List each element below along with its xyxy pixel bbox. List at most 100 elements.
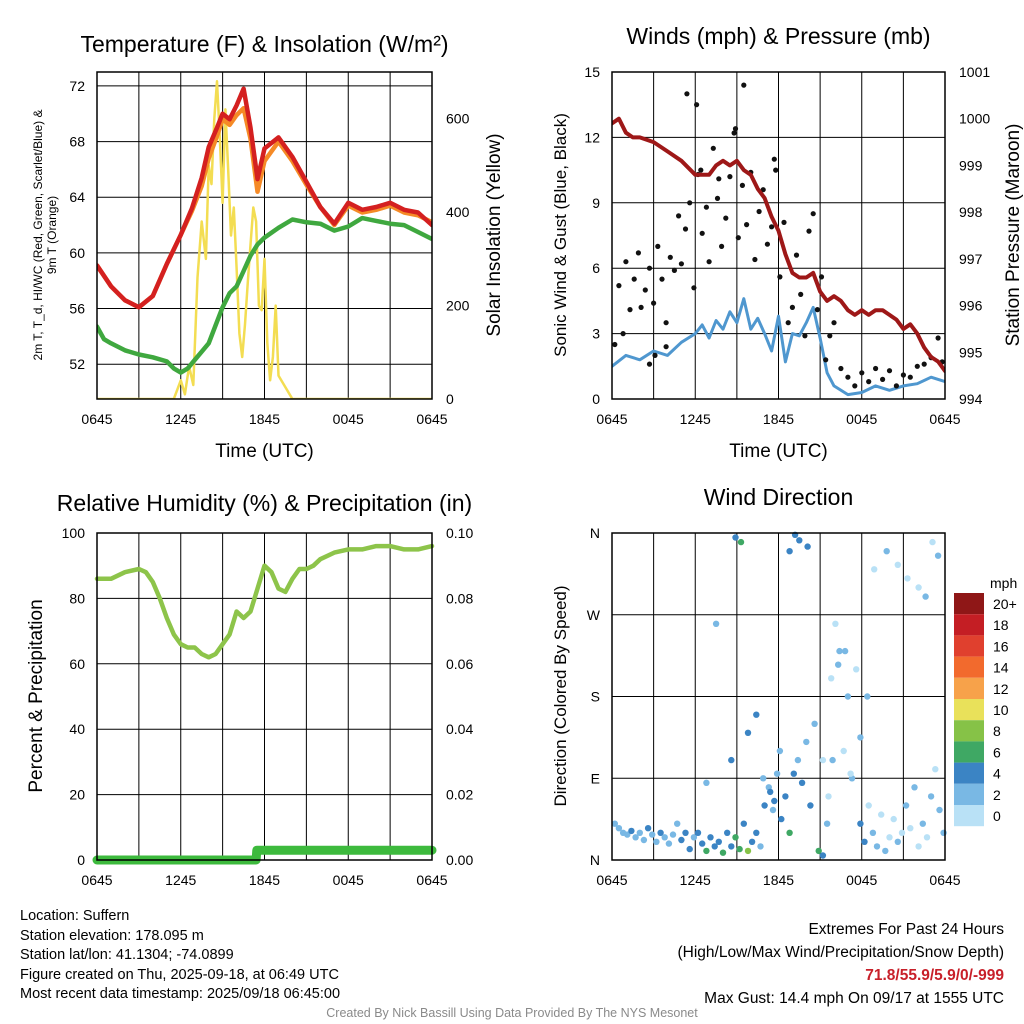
gust-point — [798, 291, 804, 297]
y-tick-label: E — [591, 770, 600, 786]
x-tick-label: 1845 — [763, 872, 794, 888]
wind-direction-point — [778, 815, 785, 823]
gust-point — [731, 130, 737, 136]
legend-label: 18 — [993, 617, 1009, 633]
wind-direction-point — [769, 806, 777, 814]
wind-direction-point — [690, 834, 698, 841]
pressure-line — [612, 116, 945, 373]
wind-direction-point — [615, 825, 623, 832]
gust-point — [631, 276, 637, 282]
wind-direction-point — [786, 829, 793, 836]
y-tick-label: 80 — [69, 590, 85, 606]
gust-point — [655, 243, 661, 249]
wind-direction-point — [869, 829, 877, 836]
gust-point — [703, 204, 710, 210]
gust-point — [635, 250, 642, 256]
x-tick-label: 0645 — [929, 872, 960, 888]
wind-direction-point — [857, 734, 864, 741]
recent-text: Most recent data timestamp: 2025/09/18 0… — [20, 986, 341, 1002]
wind-direction-point — [773, 770, 781, 777]
gust-point — [667, 254, 673, 260]
series-group — [97, 80, 432, 399]
y-tick-label-right: 600 — [446, 111, 470, 127]
extremes-subtitle: (High/Low/Max Wind/Precipitation/Snow De… — [677, 944, 1005, 961]
gust-point — [886, 368, 893, 374]
wind-direction-point — [819, 756, 827, 764]
gust-point — [699, 230, 705, 236]
wind-direction-point — [883, 548, 890, 555]
gust-point — [616, 283, 622, 289]
gust-point — [806, 228, 812, 234]
chart-title: Relative Humidity (%) & Precipitation (i… — [57, 490, 472, 516]
x-tick-label: 1245 — [165, 411, 196, 427]
wind-direction-point — [674, 820, 681, 827]
legend-label: 14 — [993, 660, 1009, 676]
gust-point — [671, 267, 678, 273]
wind-direction-point — [927, 793, 935, 800]
legend-swatch — [954, 699, 984, 721]
y-axis-label-left: Direction (Colored By Speed) — [551, 585, 570, 806]
wind-direction-point — [932, 766, 939, 773]
wind-direction-point — [661, 834, 668, 841]
wind-direction-point — [823, 820, 831, 827]
y-tick-label: 56 — [69, 301, 85, 317]
wind-direction-point — [699, 840, 706, 847]
wind-speed-line — [612, 297, 945, 397]
y-tick-label-right: 1001 — [959, 64, 990, 80]
wind-direction-point — [853, 666, 860, 673]
y-tick-label: 6 — [592, 260, 600, 276]
y-tick-label: 52 — [69, 356, 85, 372]
wind-direction-point — [753, 711, 760, 718]
latlon-text: Station lat/lon: 41.1304; -74.0899 — [20, 947, 234, 963]
wind-direction-point — [715, 838, 722, 845]
legend-label: 6 — [993, 744, 1001, 760]
extremes-info: Extremes For Past 24 Hours (High/Low/Max… — [678, 918, 1005, 1010]
x-tick-label: 0645 — [596, 872, 627, 888]
y-tick-label-right: 1000 — [959, 111, 990, 127]
y-tick-label: 100 — [62, 525, 86, 541]
gust-point — [907, 374, 913, 380]
wind-direction-point — [907, 825, 914, 832]
station-info: Location: Suffern Station elevation: 178… — [20, 907, 340, 1005]
wind-direction-point — [815, 847, 822, 855]
wind-direction-point — [841, 647, 849, 655]
wind-direction-point — [686, 845, 693, 853]
y-tick-label-right: 994 — [959, 391, 983, 407]
wind-direction-point — [861, 838, 868, 845]
gust-point — [663, 344, 669, 350]
wind-direction-point — [847, 770, 854, 777]
x-axis-label: Time (UTC) — [729, 441, 828, 462]
y-tick-label: 0 — [592, 391, 600, 407]
y-tick-label-right: 0.02 — [446, 787, 473, 803]
y-tick-label: W — [587, 607, 601, 623]
wind-direction-point — [811, 720, 818, 727]
gust-point — [845, 374, 851, 380]
y-axis-label-line: 9m T (Orange) — [45, 196, 59, 274]
gust-point — [612, 341, 618, 348]
gust-point — [642, 287, 648, 293]
gust-point — [921, 361, 927, 367]
plot-border — [611, 532, 946, 861]
gust-point — [793, 252, 800, 258]
legend-swatch — [954, 614, 984, 636]
wind-direction-point — [832, 620, 839, 627]
wind-direction-point — [767, 788, 774, 796]
wind-direction-point — [682, 829, 689, 836]
y-axis-label-line: 2m T, T_d, HI/WC (Red, Green, Scarlet/Bl… — [31, 110, 45, 361]
wind-direction-point — [929, 538, 936, 546]
gust-point — [900, 372, 907, 378]
gust-point — [914, 363, 920, 369]
wind-direction-point — [844, 693, 852, 700]
wind-direction-point — [653, 838, 660, 845]
legend-label: 2 — [993, 787, 1001, 803]
gust-point — [620, 331, 626, 337]
wind-direction-point — [923, 834, 931, 841]
gust-point — [687, 200, 693, 206]
wind-direction-point — [894, 838, 901, 845]
wind-direction-point — [911, 784, 918, 791]
gust-point — [818, 274, 825, 280]
wind-direction-point — [836, 647, 843, 655]
x-tick-label: 0645 — [416, 872, 447, 888]
plot-border — [611, 71, 946, 400]
y-tick-label-right: 200 — [446, 298, 470, 314]
